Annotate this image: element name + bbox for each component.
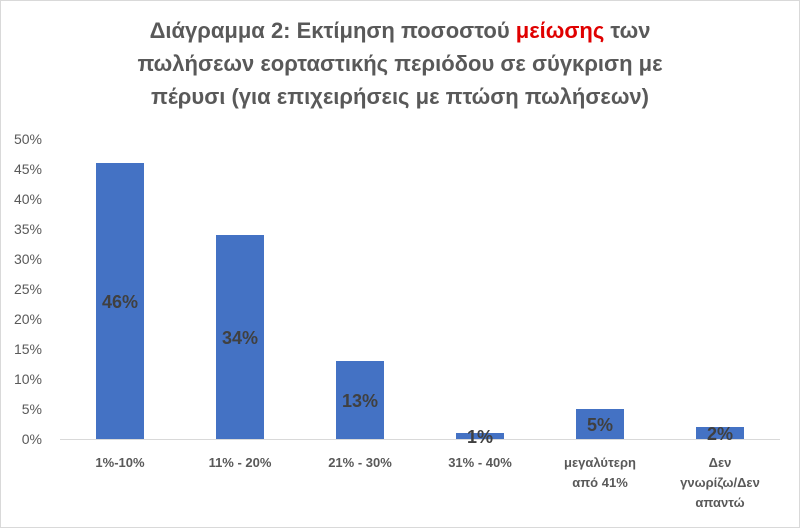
x-tick-label-line: Δεν xyxy=(709,455,732,470)
chart-title-highlight: μείωσης xyxy=(515,18,605,43)
data-label: 34% xyxy=(222,328,258,348)
data-labels: 46% 34% 13% 1% 5% 2% xyxy=(102,292,733,447)
data-label: 2% xyxy=(707,424,733,444)
x-tick-label: 11% - 20% xyxy=(209,455,272,470)
data-label: 13% xyxy=(342,391,378,411)
data-label: 5% xyxy=(587,415,613,435)
bar xyxy=(696,427,744,439)
x-tick-label-line: 1%-10% xyxy=(95,455,145,470)
bars xyxy=(96,163,744,439)
chart-title-line-2: πωλήσεων εορταστικής περιόδου σε σύγκρισ… xyxy=(137,51,663,76)
chart-title-line-1-post: των xyxy=(604,18,651,43)
y-tick-label: 25% xyxy=(14,281,42,297)
y-tick-label: 40% xyxy=(14,191,42,207)
bar xyxy=(456,433,504,439)
x-axis: 1%-10% 11% - 20% 21% - 30% 31% - 40% μεγαλύτ… xyxy=(60,439,780,510)
x-tick-label-line: μεγαλύτερη xyxy=(564,455,636,470)
data-label: 1% xyxy=(467,427,493,447)
bar xyxy=(96,163,144,439)
y-tick-label: 15% xyxy=(14,341,42,357)
x-tick-label: 21% - 30% xyxy=(328,455,392,470)
y-tick-label: 35% xyxy=(14,221,42,237)
y-axis: 0% 5% 10% 15% 20% 25% 30% 35% 40% 45% 50% xyxy=(14,131,42,447)
y-tick-label: 10% xyxy=(14,371,42,387)
x-tick-label-line: γνωρίζω/Δεν xyxy=(680,475,760,490)
y-tick-label: 30% xyxy=(14,251,42,267)
bar xyxy=(336,361,384,439)
x-tick-label-line: απαντώ xyxy=(695,495,744,510)
y-tick-label: 20% xyxy=(14,311,42,327)
chart-title-line-1: Διάγραμμα 2: Εκτίμηση ποσοστού μείωσης τ… xyxy=(0,14,800,47)
chart-title-line-1-pre: Διάγραμμα 2: Εκτίμηση ποσοστού xyxy=(149,18,516,43)
x-tick-label: Δεν γνωρίζω/Δεν απαντώ xyxy=(680,455,760,510)
x-tick-label-line: 11% - 20% xyxy=(209,455,272,470)
bar xyxy=(576,409,624,439)
x-tick-label-line: από 41% xyxy=(572,475,628,490)
bar xyxy=(216,235,264,439)
y-tick-label: 5% xyxy=(22,401,42,417)
x-tick-label-line: 31% - 40% xyxy=(448,455,512,470)
data-label: 46% xyxy=(102,292,138,312)
chart-title: Διάγραμμα 2: Εκτίμηση ποσοστού μείωσης τ… xyxy=(0,14,800,113)
y-tick-label: 45% xyxy=(14,161,42,177)
x-tick-label: 31% - 40% xyxy=(448,455,512,470)
x-tick-label-line: 21% - 30% xyxy=(328,455,392,470)
x-tick-label: μεγαλύτερη από 41% xyxy=(564,455,636,490)
y-tick-label: 50% xyxy=(14,131,42,147)
y-tick-label: 0% xyxy=(22,431,42,447)
x-tick-label: 1%-10% xyxy=(95,455,145,470)
chart-title-line-3: πέρυσι (για επιχειρήσεις με πτώση πωλήσε… xyxy=(151,84,649,109)
